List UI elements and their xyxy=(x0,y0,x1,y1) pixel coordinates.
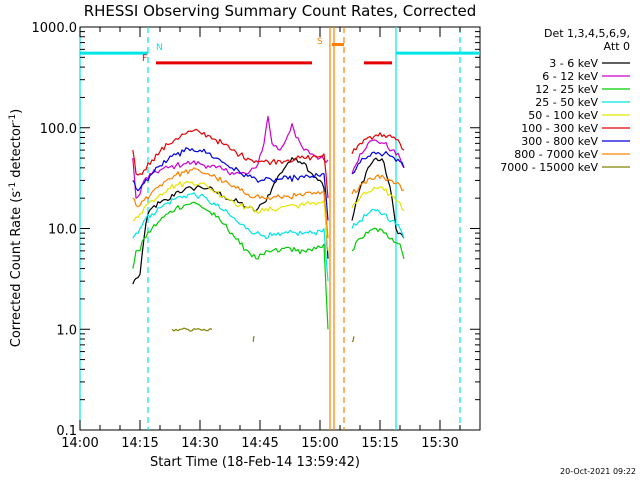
series-line xyxy=(351,227,405,259)
flag-bars xyxy=(80,43,480,65)
y-axis-label: Corrected Count Rate (s-1 detector-1) xyxy=(8,109,24,347)
x-tick-label: 14:45 xyxy=(241,436,278,451)
series-line xyxy=(132,192,329,282)
legend-label: 25 - 50 keV xyxy=(535,96,598,109)
flag-labels: N F S xyxy=(142,37,323,64)
legend-header-detectors: Det 1,3,4,5,6,9, xyxy=(544,27,630,40)
series-line xyxy=(132,115,329,199)
series-line xyxy=(351,139,405,174)
legend-label: 3 - 6 keV xyxy=(549,57,598,70)
x-tick-label: 14:15 xyxy=(121,436,158,451)
series-line xyxy=(351,174,405,195)
y-axis: 0.1 1.0 10.0 100.0 1000.0 xyxy=(32,21,480,439)
legend-header-attenuator: Att 0 xyxy=(604,40,630,53)
flag-label-f: F xyxy=(142,54,147,64)
legend-label: 12 - 25 keV xyxy=(535,83,598,96)
series-line xyxy=(132,181,329,251)
footer-timestamp: 20-Oct-2021 09:22 xyxy=(560,467,636,476)
legend-label: 100 - 300 keV xyxy=(521,122,598,135)
x-tick-label: 15:00 xyxy=(301,436,338,451)
x-tick-label: 14:00 xyxy=(61,436,98,451)
series-line xyxy=(351,208,405,239)
legend-label: 7000 - 15000 keV xyxy=(500,161,598,174)
x-axis-label: Start Time (18-Feb-14 13:59:42) xyxy=(150,455,360,470)
series-line xyxy=(132,128,329,199)
series-line xyxy=(252,335,255,342)
series-line xyxy=(171,327,213,332)
series-line xyxy=(351,186,405,212)
y-tick-label: 0.1 xyxy=(56,424,77,439)
x-tick-label: 15:30 xyxy=(421,436,458,451)
series-line xyxy=(351,151,405,175)
y-tick-label: 1000.0 xyxy=(32,21,78,36)
series-line xyxy=(132,147,329,221)
series-line xyxy=(351,132,405,155)
legend-label: 800 - 7000 keV xyxy=(514,148,598,161)
flag-label-n: N xyxy=(156,43,163,53)
chart-title: RHESSI Observing Summary Count Rates, Co… xyxy=(84,2,477,20)
series-line xyxy=(351,336,355,343)
legend-label: 50 - 100 keV xyxy=(528,109,598,122)
legend-label: 6 - 12 keV xyxy=(542,70,598,83)
series-line xyxy=(132,167,329,239)
y-tick-label: 100.0 xyxy=(40,122,77,137)
x-tick-label: 15:15 xyxy=(361,436,398,451)
series-lines xyxy=(132,115,405,343)
x-axis: 14:00 14:15 14:30 14:45 15:00 15:15 15:30 xyxy=(61,27,461,451)
x-tick-label: 14:30 xyxy=(181,436,218,451)
y-tick-label: 10.0 xyxy=(48,223,77,238)
legend-label: 300 - 800 keV xyxy=(521,135,598,148)
series-line xyxy=(132,201,329,330)
y-tick-label: 1.0 xyxy=(56,323,77,338)
flag-label-s: S xyxy=(317,37,323,47)
